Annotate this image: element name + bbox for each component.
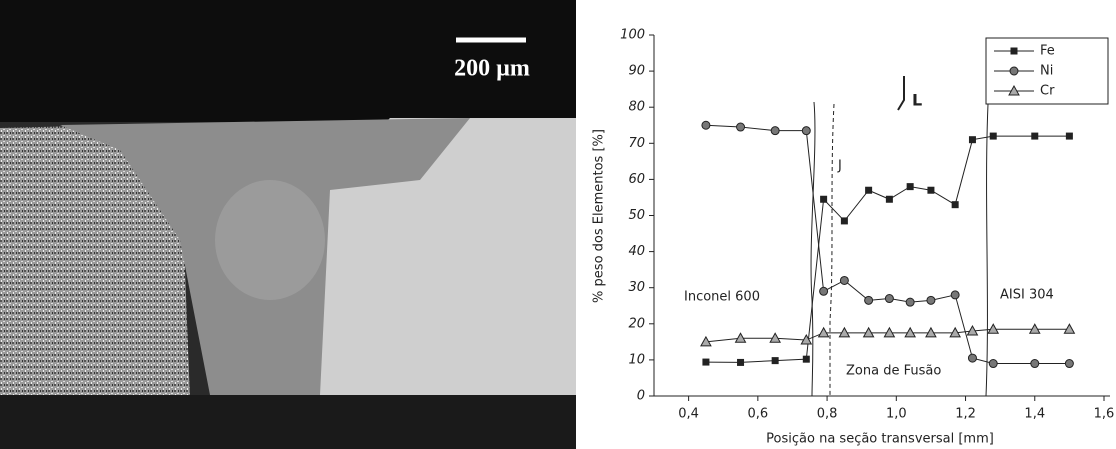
- y-tick-label: 60: [628, 172, 645, 187]
- marker: [906, 183, 914, 191]
- legend-label: Cr: [1040, 84, 1055, 99]
- marker: [927, 186, 935, 194]
- marker: [1031, 132, 1039, 140]
- marker: [702, 358, 710, 366]
- y-tick-label: 100: [620, 28, 645, 43]
- inconel-region: [0, 125, 190, 402]
- marker: [838, 326, 851, 338]
- marker: [737, 358, 745, 366]
- y-tick-label: 90: [628, 64, 645, 79]
- marker: [950, 290, 960, 300]
- marker: [734, 332, 747, 343]
- marker: [865, 186, 873, 194]
- steel-region: [320, 118, 576, 395]
- marker: [800, 334, 813, 345]
- x-tick-label: 1,4: [1024, 407, 1045, 422]
- y-tick-label: 10: [628, 352, 645, 367]
- legend-label: Ni: [1040, 64, 1053, 79]
- y-tick-label: 80: [628, 100, 645, 115]
- annotation: Zona de Fusão: [846, 364, 941, 379]
- y-tick-label: 0: [637, 389, 645, 404]
- marker: [840, 217, 848, 225]
- weld-swirl: [215, 180, 325, 300]
- x-tick-label: 0,8: [817, 407, 838, 422]
- marker: [817, 326, 830, 338]
- marker: [1065, 132, 1073, 140]
- marker: [905, 297, 915, 307]
- annotation: Inconel 600: [684, 290, 760, 305]
- x-tick-label: 0,4: [678, 407, 699, 422]
- marker: [862, 326, 875, 338]
- arrow-l: [897, 76, 905, 111]
- marker: [801, 126, 811, 136]
- boundary-line: [985, 103, 989, 397]
- marker: [883, 326, 896, 338]
- marker: [1064, 359, 1074, 369]
- bottom-band: [0, 395, 576, 449]
- marker: [966, 324, 979, 336]
- marker: [926, 295, 936, 305]
- y-tick-label: 20: [628, 316, 645, 331]
- x-tick-label: 0,6: [748, 407, 769, 422]
- y-tick-label: 30: [628, 280, 645, 295]
- x-tick-label: 1,0: [886, 407, 907, 422]
- marker: [839, 275, 849, 285]
- micrograph: 200 µm: [0, 0, 576, 449]
- y-axis-label: % peso dos Elementos [%]: [592, 129, 607, 303]
- legend-marker: [1009, 66, 1019, 76]
- series-line: [705, 135, 1070, 363]
- marker: [989, 132, 997, 140]
- marker: [951, 201, 959, 209]
- marker: [1028, 323, 1041, 334]
- marker: [1030, 359, 1040, 369]
- x-axis-label: Posição na seção transversal [mm]: [766, 432, 994, 447]
- legend-label: Fe: [1040, 44, 1055, 59]
- marker: [701, 120, 711, 130]
- marker: [988, 359, 998, 369]
- marker: [968, 136, 976, 144]
- marker: [967, 353, 977, 363]
- boundary-line: [810, 101, 816, 397]
- marker: [885, 195, 893, 203]
- legend-marker: [1010, 47, 1018, 55]
- series-line: [705, 124, 1070, 365]
- marker: [770, 126, 780, 136]
- marker: [925, 326, 937, 338]
- y-tick-label: 40: [628, 244, 645, 259]
- marker: [1063, 323, 1076, 334]
- marker: [949, 326, 962, 338]
- scale-label: 200 µm: [454, 56, 530, 82]
- marker: [736, 122, 746, 132]
- legend-marker: [1008, 84, 1020, 96]
- marker: [987, 323, 1000, 334]
- annotation: AISI 304: [1000, 288, 1054, 303]
- x-tick-label: 1,6: [1094, 407, 1115, 422]
- y-tick-label: 50: [628, 208, 645, 223]
- marker: [771, 357, 779, 365]
- marker: [904, 326, 917, 338]
- chart: Inconel 600 AISI 304 Zona de Fusão J L P…: [592, 28, 1115, 447]
- marker: [864, 295, 874, 305]
- marker: [769, 332, 782, 343]
- marker: [884, 294, 894, 304]
- marker: [820, 195, 828, 203]
- dashed-boundary: [829, 103, 835, 396]
- marker: [819, 286, 829, 296]
- marker: [700, 335, 712, 347]
- annotation: L: [912, 91, 922, 110]
- y-tick-label: 70: [628, 136, 645, 151]
- mount-band: [0, 0, 576, 122]
- annotation: J: [837, 159, 842, 174]
- x-tick-label: 1,2: [955, 407, 976, 422]
- marker: [802, 355, 810, 363]
